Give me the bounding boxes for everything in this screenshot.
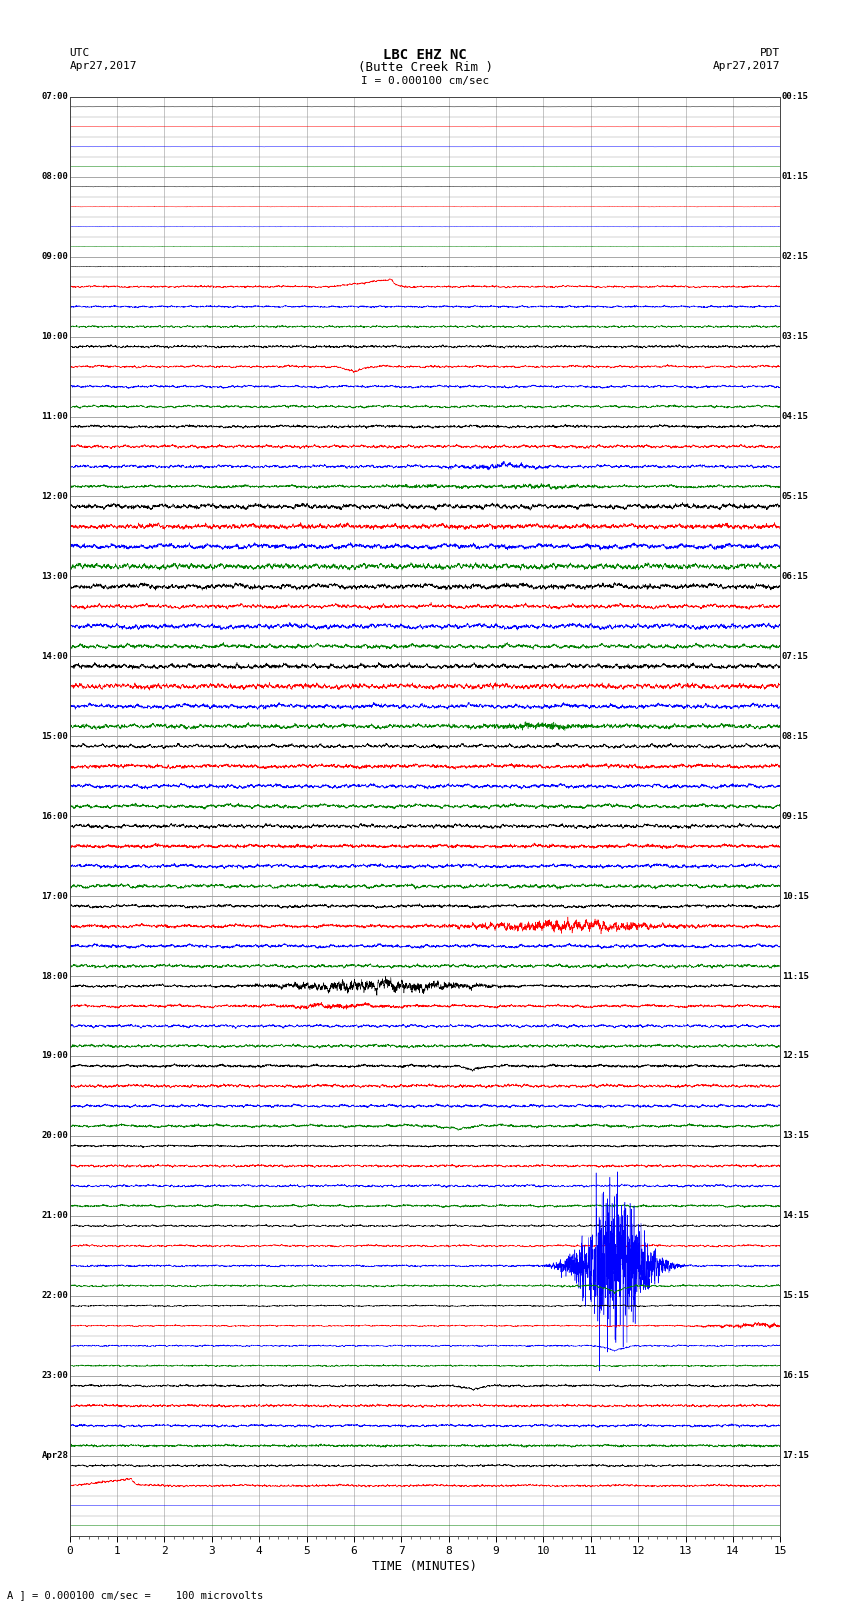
Text: PDT: PDT bbox=[760, 47, 780, 58]
Text: 19:00: 19:00 bbox=[42, 1052, 68, 1060]
Text: 00:15: 00:15 bbox=[782, 92, 808, 102]
Text: 01:15: 01:15 bbox=[782, 173, 808, 181]
Text: 14:00: 14:00 bbox=[42, 652, 68, 661]
Text: 14:15: 14:15 bbox=[782, 1211, 808, 1221]
Text: 17:00: 17:00 bbox=[42, 892, 68, 900]
Text: 18:00: 18:00 bbox=[42, 971, 68, 981]
Text: 21:00: 21:00 bbox=[42, 1211, 68, 1221]
Text: 23:00: 23:00 bbox=[42, 1371, 68, 1381]
Text: (Butte Creek Rim ): (Butte Creek Rim ) bbox=[358, 61, 492, 74]
Text: 06:15: 06:15 bbox=[782, 573, 808, 581]
Text: Apr28: Apr28 bbox=[42, 1452, 68, 1460]
Text: 02:15: 02:15 bbox=[782, 252, 808, 261]
Text: A ] = 0.000100 cm/sec =    100 microvolts: A ] = 0.000100 cm/sec = 100 microvolts bbox=[7, 1590, 263, 1600]
Text: 15:00: 15:00 bbox=[42, 732, 68, 740]
Text: 13:15: 13:15 bbox=[782, 1131, 808, 1140]
Text: 16:00: 16:00 bbox=[42, 811, 68, 821]
Text: 04:15: 04:15 bbox=[782, 411, 808, 421]
Text: UTC: UTC bbox=[70, 47, 90, 58]
Text: 08:00: 08:00 bbox=[42, 173, 68, 181]
Text: 20:00: 20:00 bbox=[42, 1131, 68, 1140]
Text: 11:15: 11:15 bbox=[782, 971, 808, 981]
Text: 03:15: 03:15 bbox=[782, 332, 808, 340]
Text: I = 0.000100 cm/sec: I = 0.000100 cm/sec bbox=[361, 76, 489, 85]
Text: 16:15: 16:15 bbox=[782, 1371, 808, 1381]
Text: 10:00: 10:00 bbox=[42, 332, 68, 340]
Text: 13:00: 13:00 bbox=[42, 573, 68, 581]
Text: 17:15: 17:15 bbox=[782, 1452, 808, 1460]
Text: 10:15: 10:15 bbox=[782, 892, 808, 900]
Text: 08:15: 08:15 bbox=[782, 732, 808, 740]
Text: 09:00: 09:00 bbox=[42, 252, 68, 261]
Text: 07:00: 07:00 bbox=[42, 92, 68, 102]
Text: 12:15: 12:15 bbox=[782, 1052, 808, 1060]
Text: LBC EHZ NC: LBC EHZ NC bbox=[383, 47, 467, 61]
Text: 05:15: 05:15 bbox=[782, 492, 808, 502]
Text: 22:00: 22:00 bbox=[42, 1292, 68, 1300]
Text: Apr27,2017: Apr27,2017 bbox=[70, 61, 137, 71]
Text: 09:15: 09:15 bbox=[782, 811, 808, 821]
Text: Apr27,2017: Apr27,2017 bbox=[713, 61, 780, 71]
Text: 15:15: 15:15 bbox=[782, 1292, 808, 1300]
Text: 12:00: 12:00 bbox=[42, 492, 68, 502]
X-axis label: TIME (MINUTES): TIME (MINUTES) bbox=[372, 1560, 478, 1573]
Text: 11:00: 11:00 bbox=[42, 411, 68, 421]
Text: 07:15: 07:15 bbox=[782, 652, 808, 661]
